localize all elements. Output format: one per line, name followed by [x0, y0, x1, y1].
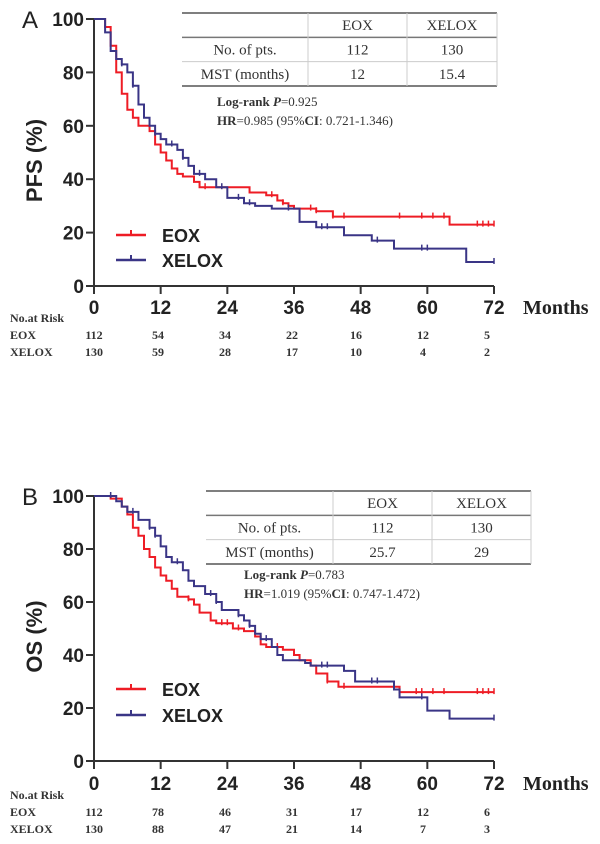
x-axis-label: Months [523, 297, 589, 319]
risk-count: 88 [152, 822, 164, 836]
table-cell: MST (months) [201, 67, 289, 83]
risk-count: 112 [85, 805, 102, 819]
risk-count: 22 [286, 328, 298, 342]
x-tick-label: 24 [217, 774, 239, 795]
risk-row-label: XELOX [10, 345, 53, 359]
logrank-stat: Log-rank P=0.783 [244, 567, 345, 582]
x-tick-label: 0 [89, 298, 100, 319]
risk-count: 17 [350, 805, 362, 819]
risk-count: 6 [484, 805, 490, 819]
risk-row-label: EOX [10, 328, 36, 342]
hazard-ratio-stat: HR=0.985 (95%CI: 0.721-1.346) [217, 113, 393, 128]
km-curve-eox [94, 495, 494, 694]
risk-count: 2 [484, 345, 490, 359]
hazard-ratio-stat: HR=1.019 (95%CI: 0.747-1.472) [244, 586, 420, 601]
table-cell: EOX [367, 496, 398, 512]
risk-count: 5 [484, 328, 490, 342]
table-cell: 112 [372, 521, 394, 537]
km-curve-xelox [94, 18, 494, 263]
x-tick-label: 12 [150, 774, 171, 795]
y-tick-label: 100 [52, 487, 84, 508]
x-tick-label: 36 [283, 298, 304, 319]
y-tick-label: 20 [63, 699, 84, 720]
risk-count: 31 [286, 805, 298, 819]
legend-label: EOX [162, 226, 200, 246]
y-tick-label: 80 [63, 63, 84, 84]
risk-count: 112 [85, 328, 102, 342]
x-tick-label: 24 [217, 298, 239, 319]
table-cell: EOX [342, 18, 373, 34]
risk-count: 10 [350, 345, 362, 359]
risk-count: 54 [152, 328, 164, 342]
risk-count: 4 [420, 345, 426, 359]
risk-count: 12 [417, 328, 429, 342]
risk-count: 78 [152, 805, 164, 819]
risk-count: 7 [420, 822, 426, 836]
x-tick-label: 36 [283, 774, 304, 795]
x-tick-label: 0 [89, 774, 100, 795]
table-cell: 12 [350, 67, 365, 83]
risk-count: 12 [417, 805, 429, 819]
x-tick-label: 60 [417, 774, 438, 795]
risk-count: 130 [85, 822, 103, 836]
risk-count: 16 [350, 328, 362, 342]
y-tick-label: 0 [73, 752, 84, 773]
risk-row-label: XELOX [10, 822, 53, 836]
risk-count: 28 [219, 345, 231, 359]
table-cell: 112 [347, 43, 369, 59]
x-tick-label: 48 [350, 774, 371, 795]
table-cell: XELOX [427, 18, 478, 34]
y-axis-label: OS (%) [22, 600, 47, 672]
risk-count: 3 [484, 822, 490, 836]
x-tick-label: 48 [350, 298, 371, 319]
table-cell: 130 [441, 43, 464, 59]
x-tick-label: 72 [483, 774, 504, 795]
panel-letter: B [22, 484, 38, 511]
risk-count: 17 [286, 345, 298, 359]
x-tick-label: 60 [417, 298, 438, 319]
y-tick-label: 40 [63, 646, 84, 667]
risk-count: 34 [219, 328, 231, 342]
risk-table-title: No.at Risk [10, 311, 64, 325]
x-axis-label: Months [523, 773, 589, 795]
table-cell: 25.7 [369, 545, 396, 561]
risk-count: 14 [350, 822, 362, 836]
panel-letter: A [22, 7, 38, 34]
table-cell: 29 [474, 545, 489, 561]
risk-count: 47 [219, 822, 231, 836]
logrank-stat: Log-rank P=0.925 [217, 94, 318, 109]
y-tick-label: 80 [63, 540, 84, 561]
legend-label: XELOX [162, 706, 223, 726]
km-curve-eox [94, 18, 494, 226]
table-cell: MST (months) [225, 545, 313, 561]
y-tick-label: 40 [63, 170, 84, 191]
table-cell: No. of pts. [238, 521, 301, 537]
table-cell: XELOX [456, 496, 507, 512]
risk-count: 130 [85, 345, 103, 359]
y-tick-label: 20 [63, 224, 84, 245]
table-cell: 15.4 [439, 67, 466, 83]
y-tick-label: 100 [52, 10, 84, 31]
y-tick-label: 60 [63, 593, 84, 614]
y-axis-label: PFS (%) [22, 119, 47, 202]
risk-row-label: EOX [10, 805, 36, 819]
risk-count: 59 [152, 345, 164, 359]
y-tick-label: 0 [73, 277, 84, 298]
legend-label: EOX [162, 680, 200, 700]
table-cell: No. of pts. [213, 43, 276, 59]
y-tick-label: 60 [63, 117, 84, 138]
table-cell: 130 [470, 521, 493, 537]
risk-count: 46 [219, 805, 231, 819]
x-tick-label: 72 [483, 298, 504, 319]
risk-table-title: No.at Risk [10, 788, 64, 802]
legend-label: XELOX [162, 251, 223, 271]
risk-count: 21 [286, 822, 298, 836]
x-tick-label: 12 [150, 298, 171, 319]
